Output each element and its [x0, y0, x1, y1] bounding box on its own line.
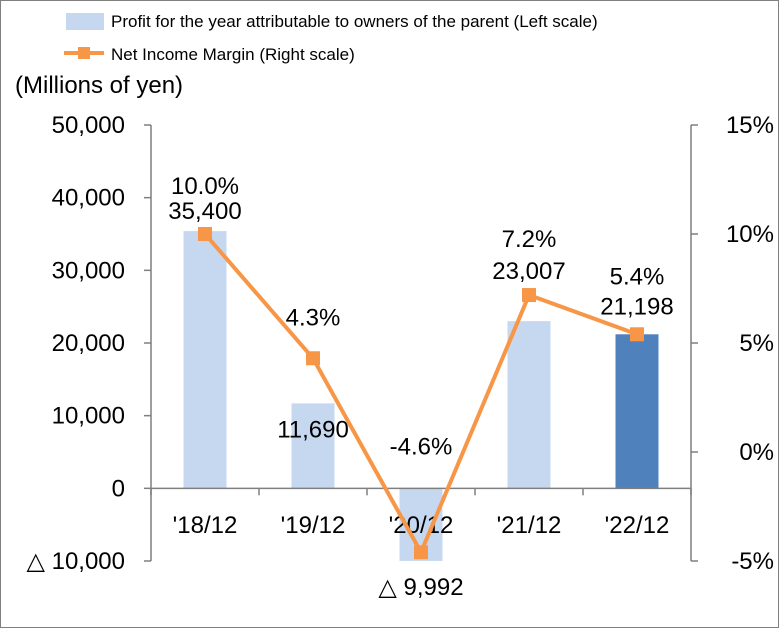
- legend-bar-label: Profit for the year attributable to owne…: [111, 12, 598, 31]
- x-axis-tick-label: '20/12: [389, 512, 454, 539]
- left-axis-tick-label: 40,000: [52, 185, 125, 212]
- x-axis-tick-label: '18/12: [173, 512, 238, 539]
- x-axis-tick-label: '21/12: [497, 512, 562, 539]
- margin-value-label-0: 10.0%: [171, 173, 239, 200]
- left-axis-tick-label: 10,000: [52, 403, 125, 430]
- bar-value-label-0: 35,400: [168, 198, 241, 225]
- bar-3: [507, 321, 551, 489]
- margin-value-label-4: 5.4%: [610, 263, 665, 290]
- right-axis-tick-label: 5%: [739, 330, 774, 357]
- bar-value-label-1: 11,690: [277, 416, 349, 443]
- legend-line-marker: [78, 47, 90, 59]
- x-axis-tick-label: '19/12: [281, 512, 346, 539]
- legend-line-label: Net Income Margin (Right scale): [111, 45, 355, 64]
- y-axis-title: (Millions of yen): [15, 72, 183, 99]
- bar-4: [615, 334, 659, 489]
- bar-value-label-4: 21,198: [600, 293, 673, 320]
- bar-0: [183, 231, 227, 489]
- left-axis-tick-label: 50,000: [52, 112, 125, 139]
- right-axis-tick-label: 10%: [726, 221, 774, 248]
- margin-point-4: [630, 327, 644, 342]
- right-axis-tick-label: -5%: [731, 548, 774, 575]
- margin-point-1: [306, 351, 320, 366]
- left-axis-tick-label: 30,000: [52, 257, 125, 284]
- left-axis-tick-label: 0: [112, 475, 125, 502]
- left-axis-tick-label: △ 10,000: [26, 548, 125, 575]
- x-axis-tick-label: '22/12: [605, 512, 670, 539]
- margin-value-label-3: 7.2%: [502, 226, 557, 253]
- margin-point-2: [414, 545, 428, 560]
- margin-value-label-1: 4.3%: [286, 304, 341, 331]
- right-axis-tick-label: 0%: [739, 439, 774, 466]
- left-axis-tick-label: 20,000: [52, 330, 125, 357]
- bar-value-label-2: △ 9,992: [378, 574, 463, 601]
- right-axis-tick-label: 15%: [726, 112, 774, 139]
- legend-bar-swatch: [66, 13, 104, 30]
- margin-point-0: [198, 227, 212, 241]
- margin-value-label-2: -4.6%: [390, 433, 453, 460]
- bar-1: [291, 403, 335, 489]
- bar-value-label-3: 23,007: [492, 258, 565, 285]
- margin-point-3: [522, 288, 536, 303]
